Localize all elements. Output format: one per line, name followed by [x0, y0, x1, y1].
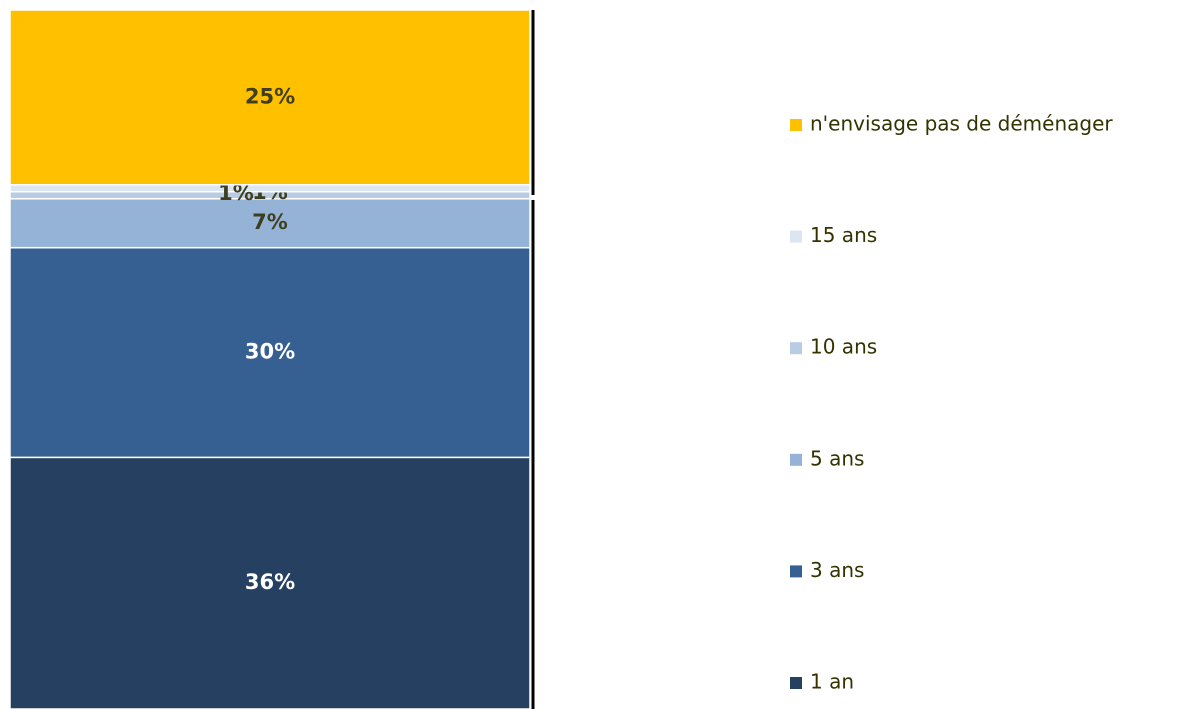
legend-label: n'envisage pas de déménager: [810, 112, 1113, 136]
data-label: 25%: [245, 84, 295, 108]
legend-swatch: [790, 453, 802, 466]
legend-swatch: [790, 119, 802, 131]
bar-segment: [9, 246, 531, 459]
legend-label: 15 ans: [810, 223, 877, 247]
legend-swatch: [790, 565, 802, 578]
legend-label: 1 an: [810, 670, 854, 694]
bar-segment: [9, 456, 531, 709]
bar-segment: [9, 184, 531, 193]
legend-swatch: [790, 342, 802, 355]
legend-label: 10 ans: [810, 335, 877, 359]
legend-label: 5 ans: [810, 446, 864, 470]
data-label: 36%: [245, 570, 295, 594]
legend-swatch: [790, 230, 802, 243]
data-label: 30%: [245, 340, 295, 364]
bar-segment: [9, 197, 531, 249]
bar-segment: [9, 9, 531, 186]
legend-swatch: [790, 677, 802, 689]
legend-label: 3 ans: [810, 558, 864, 582]
data-label: 7%: [252, 210, 288, 234]
